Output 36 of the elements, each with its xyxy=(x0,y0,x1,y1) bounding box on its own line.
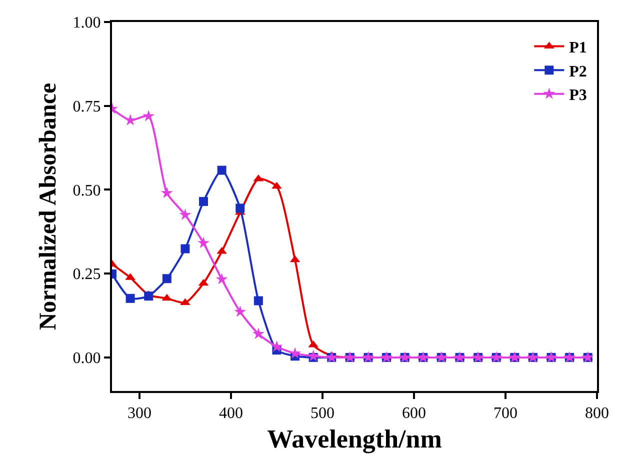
point xyxy=(254,296,263,306)
point xyxy=(180,298,190,306)
point xyxy=(142,110,155,122)
point xyxy=(198,236,210,248)
point xyxy=(179,208,192,220)
y-tick-label: 0.50 xyxy=(72,182,101,200)
point xyxy=(307,350,320,362)
point xyxy=(217,166,226,175)
legend-label: P3 xyxy=(569,87,587,104)
point xyxy=(252,328,264,340)
x-tick-label: 700 xyxy=(493,405,518,422)
point xyxy=(199,196,208,206)
point xyxy=(162,274,172,284)
y-tick-label: 0.25 xyxy=(72,266,101,284)
y-tick-label: 0.00 xyxy=(72,350,101,368)
x-tick-label: 600 xyxy=(402,405,426,422)
point xyxy=(234,306,246,317)
y-tick-label: 1.00 xyxy=(72,14,101,32)
point xyxy=(180,244,190,254)
point xyxy=(270,340,283,352)
legend-label: P2 xyxy=(569,63,587,80)
legend-label: P1 xyxy=(569,40,587,57)
x-tick-label: 500 xyxy=(310,405,334,422)
x-axis-title: Wavelength/nm xyxy=(267,424,442,454)
point xyxy=(236,204,245,213)
point xyxy=(216,272,228,284)
x-tick-label: 800 xyxy=(585,405,609,422)
x-tick-label: 400 xyxy=(218,405,243,422)
point xyxy=(160,186,173,198)
x-tick-label: 300 xyxy=(127,405,152,422)
y-tick-label: 0.75 xyxy=(72,98,101,116)
y-axis-title: Normalized Absorbance xyxy=(35,82,62,330)
point xyxy=(124,114,136,126)
point xyxy=(126,294,135,303)
point xyxy=(272,182,282,189)
point xyxy=(144,292,154,301)
